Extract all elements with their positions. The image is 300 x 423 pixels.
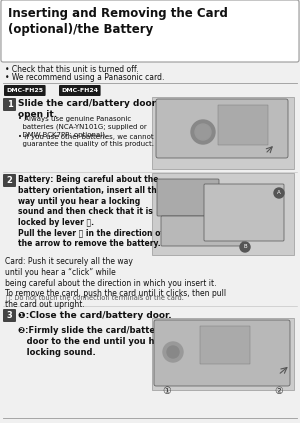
Text: B: B (243, 244, 247, 250)
Bar (152, 318, 294, 390)
Text: Slide the card/battery door to
open it.: Slide the card/battery door to open it. (18, 99, 170, 119)
Bar (200, 326, 250, 364)
FancyBboxPatch shape (157, 179, 219, 216)
Text: ①: ① (162, 386, 171, 396)
FancyBboxPatch shape (4, 85, 46, 96)
FancyBboxPatch shape (3, 174, 16, 187)
Text: Card: Push it securely all the way
until you hear a “click” while
being careful : Card: Push it securely all the way until… (5, 257, 226, 309)
Text: 3: 3 (7, 311, 12, 320)
Text: • Check that this unit is turned off.: • Check that this unit is turned off. (5, 65, 139, 74)
Text: A: A (277, 190, 281, 195)
Circle shape (191, 120, 215, 144)
FancyBboxPatch shape (154, 320, 290, 386)
Text: 1: 1 (7, 100, 12, 109)
Text: • Always use genuine Panasonic
  batteries (NCA-YN101G; supplied or
  DMW-BCK7PP: • Always use genuine Panasonic batteries… (18, 116, 147, 137)
Text: DMC-FH25: DMC-FH25 (6, 88, 44, 93)
FancyBboxPatch shape (3, 98, 16, 111)
Text: Battery: Being careful about the
battery orientation, insert all the
way until y: Battery: Being careful about the battery… (18, 175, 164, 248)
FancyBboxPatch shape (156, 99, 288, 158)
Text: • If you use other batteries, we cannot
  guarantee the quality of this product.: • If you use other batteries, we cannot … (18, 134, 154, 147)
Text: Ⓑ: Do not touch the connection terminals of the card.: Ⓑ: Do not touch the connection terminals… (6, 294, 184, 301)
Bar (218, 105, 268, 145)
Circle shape (167, 346, 179, 358)
Circle shape (195, 124, 211, 140)
FancyBboxPatch shape (161, 216, 243, 246)
Text: ❶:Close the card/battery door.: ❶:Close the card/battery door. (18, 311, 172, 320)
Text: Inserting and Removing the Card
(optional)/the Battery: Inserting and Removing the Card (optiona… (8, 7, 228, 36)
FancyBboxPatch shape (204, 184, 284, 241)
FancyBboxPatch shape (1, 0, 299, 62)
FancyBboxPatch shape (59, 85, 100, 96)
FancyBboxPatch shape (3, 309, 16, 322)
Text: • We recommend using a Panasonic card.: • We recommend using a Panasonic card. (5, 73, 164, 82)
Text: ②: ② (274, 386, 283, 396)
Bar (152, 173, 294, 255)
Circle shape (274, 188, 284, 198)
Text: ❷:Firmly slide the card/battery
   door to the end until you hear a
   locking s: ❷:Firmly slide the card/battery door to … (18, 326, 178, 357)
Text: DMC-FH24: DMC-FH24 (61, 88, 98, 93)
Circle shape (240, 242, 250, 252)
Text: 2: 2 (7, 176, 12, 185)
Circle shape (163, 342, 183, 362)
Bar (152, 97, 294, 169)
